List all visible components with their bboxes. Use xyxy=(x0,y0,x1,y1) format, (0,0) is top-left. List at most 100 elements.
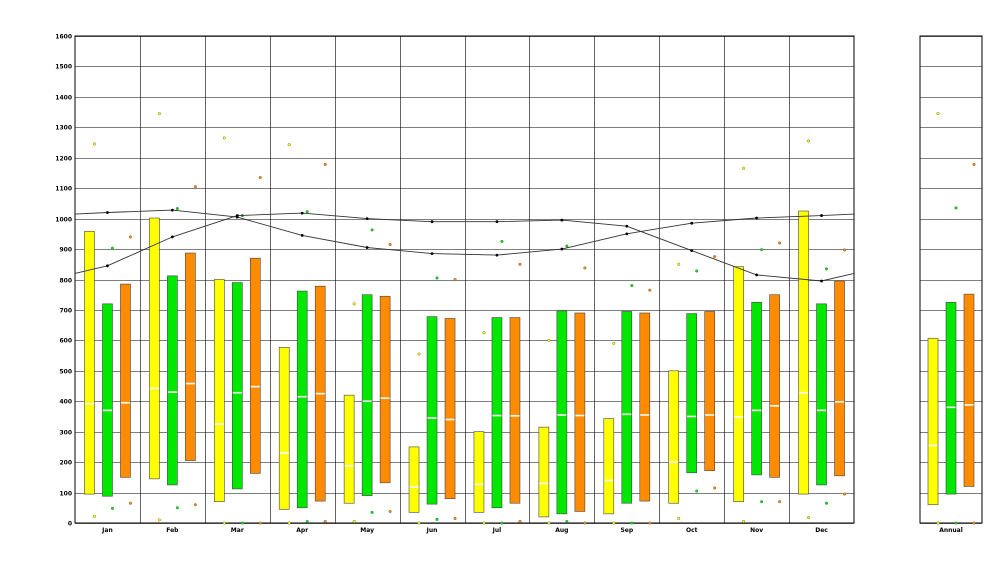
y-tick-label: 600 xyxy=(59,338,72,345)
series-point xyxy=(300,233,304,237)
bar xyxy=(621,311,633,504)
max-marker xyxy=(157,112,161,116)
max-marker xyxy=(742,166,746,170)
max-marker xyxy=(648,288,652,292)
bar xyxy=(686,313,698,474)
max-marker xyxy=(222,136,226,140)
max-marker xyxy=(695,269,699,273)
bar xyxy=(167,275,178,486)
min-marker xyxy=(417,521,421,525)
y-tick-label: 1200 xyxy=(55,156,72,163)
series-point xyxy=(820,214,823,217)
y-tick-label: 300 xyxy=(59,430,72,437)
x-tick-label: Nov xyxy=(750,527,763,534)
max-marker xyxy=(583,266,587,270)
x-tick-label: Oct xyxy=(686,527,698,534)
min-marker xyxy=(972,521,976,525)
x-tick-label: Sep xyxy=(620,527,633,534)
y-tick-label: 1400 xyxy=(55,95,72,102)
series-point xyxy=(365,217,369,221)
max-marker xyxy=(778,241,782,245)
max-marker xyxy=(500,239,504,243)
y-tick-label: 1100 xyxy=(55,186,72,193)
min-marker xyxy=(936,521,940,525)
max-marker xyxy=(630,284,634,288)
bar xyxy=(963,293,975,487)
max-marker xyxy=(323,162,327,166)
x-tick-label: Dec xyxy=(815,527,828,534)
y-tick-label: 700 xyxy=(59,308,72,315)
min-marker xyxy=(778,500,782,504)
max-marker xyxy=(843,248,847,252)
min-marker xyxy=(352,519,356,523)
bar xyxy=(798,210,809,495)
max-marker xyxy=(677,262,681,266)
x-tick-label: Mar xyxy=(231,527,244,534)
max-marker xyxy=(825,267,829,271)
min-marker xyxy=(583,521,587,525)
max-marker xyxy=(936,112,940,116)
max-marker xyxy=(388,242,392,246)
min-marker xyxy=(240,521,244,525)
max-marker xyxy=(760,248,764,252)
x-tick-label: Apr xyxy=(296,527,308,534)
bar xyxy=(379,295,391,484)
y-tick-label: 400 xyxy=(59,399,72,406)
y-tick-label: 0 xyxy=(68,521,72,528)
x-tick-label: Jun xyxy=(426,527,438,534)
y-tick-label: 1300 xyxy=(55,125,72,132)
bar xyxy=(473,431,485,513)
bar xyxy=(769,294,780,478)
max-marker xyxy=(258,176,262,180)
bar xyxy=(816,303,827,486)
y-tick-label: 200 xyxy=(59,460,72,467)
max-marker xyxy=(370,228,374,232)
x-tick-label: Jan xyxy=(101,527,113,534)
y-tick-label: 800 xyxy=(59,278,72,285)
bar xyxy=(834,280,845,477)
min-marker xyxy=(482,521,486,525)
series-point xyxy=(495,253,499,257)
bar xyxy=(408,446,420,513)
min-marker xyxy=(825,501,829,505)
series-point xyxy=(690,249,694,252)
y-tick-label: 1000 xyxy=(55,217,72,224)
x-tick-label: Jul xyxy=(492,527,502,534)
series-point xyxy=(560,247,564,251)
max-marker xyxy=(287,143,291,147)
max-marker xyxy=(954,206,958,210)
min-marker xyxy=(677,516,681,520)
min-marker xyxy=(630,521,634,525)
series-point xyxy=(365,246,369,249)
bar xyxy=(249,257,261,474)
min-marker xyxy=(500,521,504,525)
bar xyxy=(603,418,615,515)
max-marker xyxy=(713,255,717,259)
min-marker xyxy=(713,486,717,490)
min-marker xyxy=(695,489,699,493)
max-marker xyxy=(453,278,457,282)
y-tick-label: 1500 xyxy=(55,64,72,71)
max-marker xyxy=(565,244,569,248)
y-tick-label: 900 xyxy=(59,247,72,254)
min-marker xyxy=(92,514,96,518)
min-marker xyxy=(648,521,652,525)
bar xyxy=(102,303,113,497)
series-point xyxy=(755,273,759,277)
bar xyxy=(945,302,957,495)
max-marker xyxy=(193,185,197,189)
series-point xyxy=(560,218,564,222)
bar xyxy=(120,283,131,478)
max-marker xyxy=(417,352,421,356)
bar xyxy=(704,311,716,471)
x-tick-label: Feb xyxy=(166,527,179,534)
max-marker xyxy=(482,331,486,335)
max-marker xyxy=(92,142,96,146)
x-tick-label-annual: Annual xyxy=(939,527,963,534)
min-marker xyxy=(287,521,291,525)
min-marker xyxy=(222,521,226,525)
bar xyxy=(361,294,373,496)
max-marker xyxy=(352,302,356,306)
bar xyxy=(231,282,243,490)
